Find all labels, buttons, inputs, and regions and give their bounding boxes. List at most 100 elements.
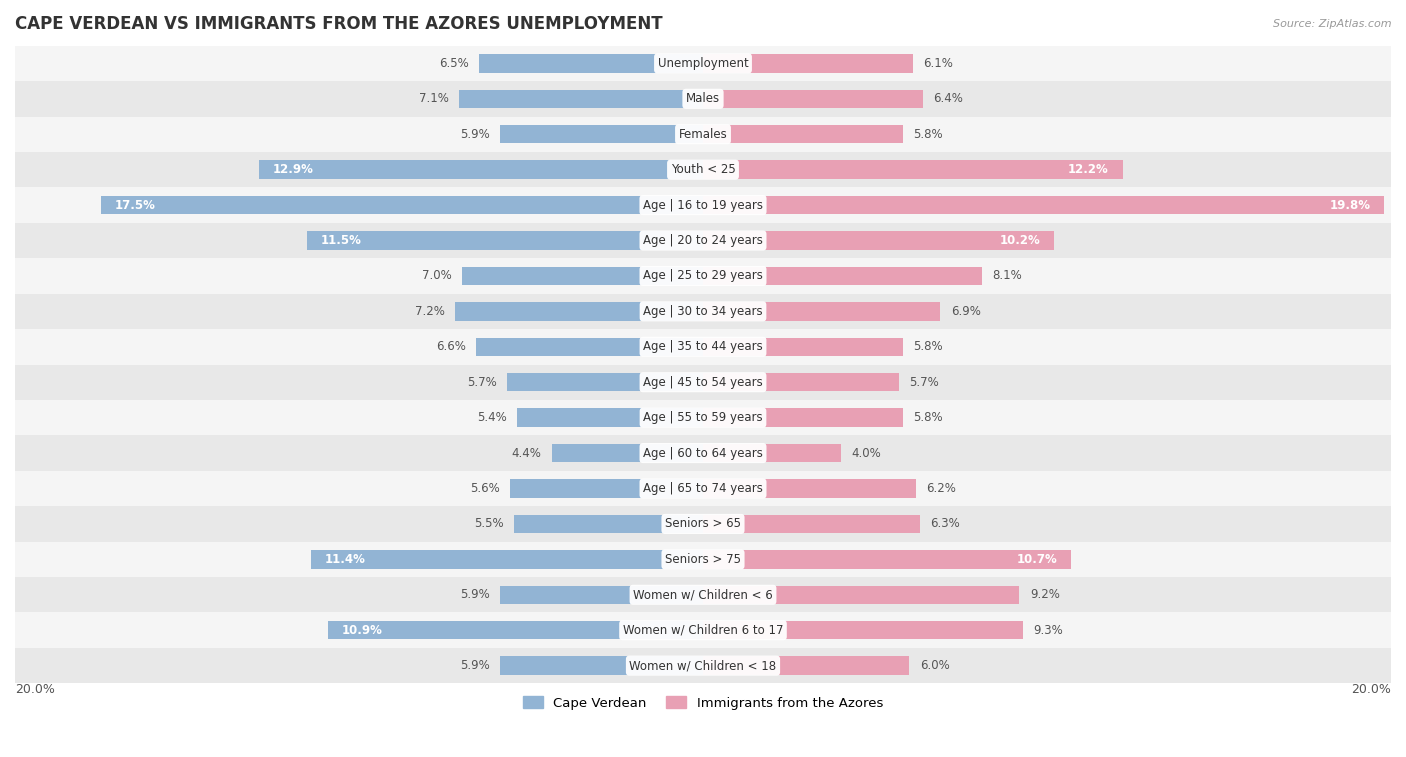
Bar: [15, 329, 1391, 365]
Text: Age | 20 to 24 years: Age | 20 to 24 years: [643, 234, 763, 247]
Text: 12.9%: 12.9%: [273, 164, 314, 176]
Text: 10.7%: 10.7%: [1017, 553, 1057, 565]
Text: Age | 55 to 59 years: Age | 55 to 59 years: [643, 411, 763, 424]
Bar: [703, 55, 912, 73]
Bar: [458, 89, 703, 108]
Legend: Cape Verdean, Immigrants from the Azores: Cape Verdean, Immigrants from the Azores: [517, 691, 889, 715]
Text: Youth < 25: Youth < 25: [671, 164, 735, 176]
Text: CAPE VERDEAN VS IMMIGRANTS FROM THE AZORES UNEMPLOYMENT: CAPE VERDEAN VS IMMIGRANTS FROM THE AZOR…: [15, 15, 662, 33]
Bar: [703, 409, 903, 427]
Text: Women w/ Children < 18: Women w/ Children < 18: [630, 659, 776, 672]
Bar: [477, 338, 703, 356]
Bar: [311, 550, 703, 569]
Bar: [15, 542, 1391, 577]
Text: 11.5%: 11.5%: [321, 234, 361, 247]
Text: 20.0%: 20.0%: [15, 684, 55, 696]
Bar: [501, 125, 703, 143]
Bar: [703, 444, 841, 463]
Bar: [463, 266, 703, 285]
Text: 12.2%: 12.2%: [1069, 164, 1109, 176]
Bar: [703, 515, 920, 533]
Text: Age | 35 to 44 years: Age | 35 to 44 years: [643, 341, 763, 354]
Text: 6.9%: 6.9%: [950, 305, 980, 318]
Text: Seniors > 75: Seniors > 75: [665, 553, 741, 565]
Bar: [703, 302, 941, 320]
Text: 5.8%: 5.8%: [912, 128, 942, 141]
Text: Women w/ Children 6 to 17: Women w/ Children 6 to 17: [623, 624, 783, 637]
Bar: [703, 160, 1122, 179]
Bar: [703, 338, 903, 356]
Bar: [513, 515, 703, 533]
Bar: [501, 586, 703, 604]
Bar: [703, 125, 903, 143]
Bar: [501, 656, 703, 674]
Text: Age | 45 to 54 years: Age | 45 to 54 years: [643, 375, 763, 388]
Bar: [479, 55, 703, 73]
Text: Age | 16 to 19 years: Age | 16 to 19 years: [643, 198, 763, 212]
Bar: [15, 223, 1391, 258]
Text: 8.1%: 8.1%: [993, 269, 1022, 282]
Bar: [15, 45, 1391, 81]
Text: 20.0%: 20.0%: [1351, 684, 1391, 696]
Text: 10.2%: 10.2%: [1000, 234, 1040, 247]
Text: 6.6%: 6.6%: [436, 341, 465, 354]
Bar: [703, 656, 910, 674]
Text: 10.9%: 10.9%: [342, 624, 382, 637]
Text: 17.5%: 17.5%: [115, 198, 156, 212]
Text: 4.0%: 4.0%: [851, 447, 880, 459]
Bar: [703, 621, 1024, 640]
Text: Age | 60 to 64 years: Age | 60 to 64 years: [643, 447, 763, 459]
Bar: [703, 550, 1071, 569]
Text: 7.1%: 7.1%: [419, 92, 449, 105]
Text: 5.9%: 5.9%: [460, 128, 489, 141]
Bar: [15, 471, 1391, 506]
Text: 7.0%: 7.0%: [422, 269, 451, 282]
Text: Source: ZipAtlas.com: Source: ZipAtlas.com: [1274, 19, 1392, 29]
Text: 6.5%: 6.5%: [439, 57, 470, 70]
Text: Age | 65 to 74 years: Age | 65 to 74 years: [643, 482, 763, 495]
Text: 9.2%: 9.2%: [1029, 588, 1060, 601]
Text: 5.7%: 5.7%: [467, 375, 496, 388]
Text: 11.4%: 11.4%: [325, 553, 366, 565]
Bar: [308, 232, 703, 250]
Text: 9.3%: 9.3%: [1033, 624, 1063, 637]
Text: Males: Males: [686, 92, 720, 105]
Bar: [15, 400, 1391, 435]
Text: 5.6%: 5.6%: [470, 482, 501, 495]
Text: 5.4%: 5.4%: [477, 411, 508, 424]
Text: Unemployment: Unemployment: [658, 57, 748, 70]
Bar: [15, 612, 1391, 648]
Bar: [551, 444, 703, 463]
Bar: [15, 365, 1391, 400]
Bar: [703, 232, 1054, 250]
Bar: [15, 294, 1391, 329]
Text: Women w/ Children < 6: Women w/ Children < 6: [633, 588, 773, 601]
Bar: [15, 81, 1391, 117]
Text: 19.8%: 19.8%: [1329, 198, 1371, 212]
Text: 4.4%: 4.4%: [512, 447, 541, 459]
Text: 5.8%: 5.8%: [912, 341, 942, 354]
Text: 5.9%: 5.9%: [460, 588, 489, 601]
Text: 6.0%: 6.0%: [920, 659, 949, 672]
Bar: [456, 302, 703, 320]
Text: Females: Females: [679, 128, 727, 141]
Text: Age | 25 to 29 years: Age | 25 to 29 years: [643, 269, 763, 282]
Bar: [510, 479, 703, 497]
Bar: [703, 196, 1384, 214]
Bar: [15, 435, 1391, 471]
Text: 7.2%: 7.2%: [415, 305, 446, 318]
Bar: [703, 586, 1019, 604]
Text: 5.8%: 5.8%: [912, 411, 942, 424]
Text: Age | 30 to 34 years: Age | 30 to 34 years: [643, 305, 763, 318]
Bar: [15, 152, 1391, 188]
Bar: [15, 577, 1391, 612]
Bar: [259, 160, 703, 179]
Bar: [703, 373, 898, 391]
Text: 6.1%: 6.1%: [924, 57, 953, 70]
Bar: [101, 196, 703, 214]
Text: 6.3%: 6.3%: [929, 518, 960, 531]
Bar: [15, 188, 1391, 223]
Bar: [15, 258, 1391, 294]
Text: 6.2%: 6.2%: [927, 482, 956, 495]
Bar: [15, 506, 1391, 542]
